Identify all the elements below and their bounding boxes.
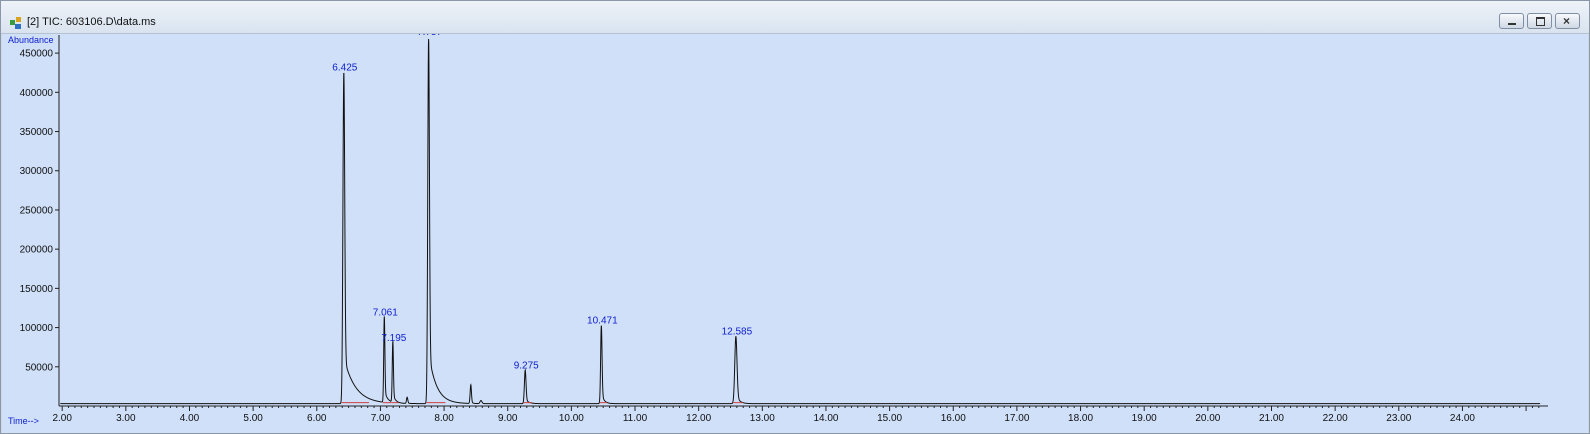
maximize-button[interactable] [1527,13,1552,29]
x-tick-label: 6.00 [307,413,327,424]
x-tick-label: 16.00 [941,413,966,424]
peak-label: 7.061 [373,308,398,319]
peak-label-layer: 6.425 7.061 7.195 7.757 9.275 10.471 12.585 [332,34,753,404]
window-title: [2] TIC: 603106.D\data.ms [27,16,156,28]
x-tick-label: 18.00 [1068,413,1093,424]
x-tick-label: 24.00 [1450,413,1475,424]
x-tick-label: 14.00 [813,413,838,424]
minimize-button[interactable] [1499,13,1524,29]
minimize-icon [1508,23,1516,25]
maximize-icon [1536,17,1545,26]
peak-label: 6.425 [332,62,357,73]
x-tick-label: 20.00 [1195,413,1220,424]
y-tick-label: 400000 [20,88,54,99]
y-tick-label: 250000 [20,205,54,216]
close-icon: × [1563,14,1571,28]
x-tick-label: 7.00 [371,413,391,424]
x-axis: 2.00 3.00 4.00 5.00 6.00 7.00 8.00 9.00 10.00 11.… [52,405,1548,424]
y-axis: 450000 400000 350000 300000 250000 200000 1500… [20,35,60,406]
y-tick-label: 300000 [20,166,54,177]
x-axis-title: Time--> [8,416,39,426]
tic-chromatogram[interactable]: Abundance Time--> 450000 400000 350000 3000… [2,34,1588,433]
trace-layer [60,38,1541,405]
x-tick-label: 12.00 [686,413,711,424]
x-tick-label: 19.00 [1132,413,1157,424]
x-tick-label: 11.00 [623,413,648,424]
peak-label: 9.275 [514,360,539,371]
x-tick-label: 8.00 [434,413,454,424]
peak-label: 7.195 [381,333,406,344]
y-tick-label: 150000 [20,284,54,295]
x-tick-label: 4.00 [180,413,200,424]
x-tick-label: 22.00 [1323,413,1348,424]
close-button[interactable]: × [1555,13,1580,29]
x-tick-label: 3.00 [116,413,136,424]
y-tick-label: 200000 [20,245,54,256]
x-tick-label: 10.00 [559,413,584,424]
x-tick-label: 5.00 [243,413,263,424]
x-tick-label: 23.00 [1386,413,1411,424]
y-tick-label: 450000 [20,49,54,60]
y-tick-label: 50000 [25,362,53,373]
peak-label: 12.585 [722,327,753,338]
tic-trace [60,38,1541,405]
title-bar[interactable]: [2] TIC: 603106.D\data.ms × [1,1,1589,34]
chromatogram-plot-area[interactable]: Abundance Time--> 450000 400000 350000 3000… [2,34,1588,433]
x-tick-label: 2.00 [52,413,72,424]
y-axis-title: Abundance [8,35,54,45]
y-tick-label: 350000 [20,127,54,138]
x-tick-label: 15.00 [877,413,902,424]
x-tick-label: 17.00 [1004,413,1029,424]
peak-label: 7.757 [417,34,442,38]
x-tick-label: 21.00 [1259,413,1284,424]
x-tick-label: 9.00 [498,413,518,424]
peak-label: 10.471 [587,316,618,327]
y-tick-label: 100000 [20,323,54,334]
x-tick-label: 13.00 [750,413,775,424]
chromatogram-app-icon [10,17,21,29]
